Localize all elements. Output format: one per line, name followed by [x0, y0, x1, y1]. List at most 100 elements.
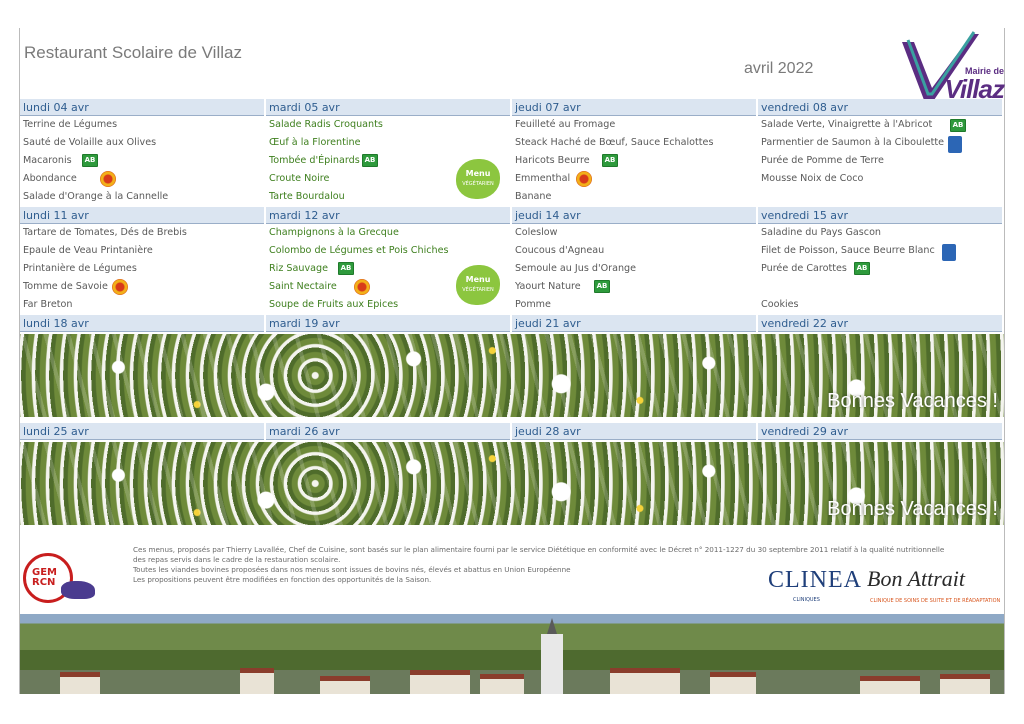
- organic-icon: AB: [854, 262, 870, 275]
- dish: Far Breton: [23, 299, 73, 310]
- dish: Macaronis: [23, 155, 72, 166]
- day-header: mardi 12 avr: [266, 207, 510, 224]
- holiday-message: Bonnes Vacances !: [827, 390, 998, 412]
- veg-title: Menu: [465, 169, 491, 178]
- veg-title: Menu: [465, 275, 491, 284]
- church-shape: [541, 618, 563, 694]
- dish: Steack Haché de Bœuf, Sauce Echalottes: [515, 137, 714, 148]
- cow-icon: [61, 581, 95, 599]
- day-header: vendredi 15 avr: [758, 207, 1002, 224]
- dish: Coleslow: [515, 227, 558, 238]
- dish: Tomme de Savoie: [23, 281, 108, 292]
- veg-sub: VÉGÉTARIEN: [462, 287, 494, 293]
- dish: Haricots Beurre: [515, 155, 590, 166]
- house-shape: [610, 668, 680, 694]
- aop-label-icon: [354, 279, 370, 295]
- day-header: lundi 18 avr: [20, 315, 264, 332]
- dish: Parmentier de Saumon à la Ciboulette: [761, 137, 945, 148]
- day-header: mardi 05 avr: [266, 99, 510, 116]
- dish: Saladine du Pays Gascon: [761, 227, 882, 238]
- legal-notice: Ces menus, proposés par Thierry Lavallée…: [133, 545, 993, 585]
- dish: Tartare de Tomates, Dés de Brebis: [23, 227, 187, 238]
- dish: Colombo de Légumes et Pois Chiches: [269, 245, 449, 256]
- sustainable-fish-icon: [942, 244, 956, 261]
- house-shape: [940, 674, 990, 694]
- page-frame: [19, 28, 1005, 694]
- day-header: jeudi 14 avr: [512, 207, 756, 224]
- dish: Semoule au Jus d'Orange: [515, 263, 637, 274]
- day-header: lundi 25 avr: [20, 423, 264, 440]
- holiday-flower-banner: Bonnes Vacances !: [20, 334, 1004, 417]
- day-header: vendredi 29 avr: [758, 423, 1002, 440]
- dish: Emmenthal: [515, 173, 571, 184]
- organic-icon: AB: [362, 154, 378, 167]
- organic-icon: AB: [602, 154, 618, 167]
- village-photo: [20, 614, 1004, 694]
- organic-icon: AB: [950, 119, 966, 132]
- day-header: jeudi 07 avr: [512, 99, 756, 116]
- vegetarian-menu-icon: Menu VÉGÉTARIEN: [456, 265, 500, 305]
- day-header: mardi 19 avr: [266, 315, 510, 332]
- chateau-subtitle: CLINIQUE DE SOINS DE SUITE ET DE RÉADAPT…: [870, 598, 1001, 604]
- dish: Abondance: [23, 173, 77, 184]
- chateau-bon-attrait-logo: Bon Attrait: [867, 566, 965, 591]
- day-header: lundi 11 avr: [20, 207, 264, 224]
- gem-rcn-logo: GEM RCN: [23, 553, 97, 605]
- villaz-logo-mark: [902, 31, 979, 100]
- logo-small-text: Mairie de: [964, 66, 1004, 76]
- dish: Purée de Carottes: [761, 263, 847, 274]
- sustainable-fish-icon: [948, 136, 962, 153]
- dish: Purée de Pomme de Terre: [761, 155, 884, 166]
- dish: Salade Radis Croquants: [269, 119, 383, 130]
- holiday-message: Bonnes Vacances !: [827, 498, 998, 520]
- dish: Tombée d'Épinards: [269, 155, 360, 166]
- gem-text: GEM RCN: [32, 568, 57, 588]
- house-shape: [410, 670, 470, 694]
- house-shape: [480, 674, 524, 694]
- day-header: vendredi 08 avr: [758, 99, 1002, 116]
- dish: Tarte Bourdalou: [269, 191, 345, 202]
- dish: Soupe de Fruits aux Epices: [269, 299, 399, 310]
- dish: Feuilleté au Fromage: [515, 119, 616, 130]
- week-3-header: lundi 18 avr mardi 19 avr jeudi 21 avr v…: [20, 315, 1004, 332]
- week-1-header: lundi 04 avr mardi 05 avr jeudi 07 avr v…: [20, 99, 1004, 116]
- dish: Salade Verte, Vinaigrette à l'Abricot: [761, 119, 933, 130]
- house-shape: [710, 672, 756, 694]
- aop-label-icon: [112, 279, 128, 295]
- veg-sub: VÉGÉTARIEN: [462, 181, 494, 187]
- week-2-header: lundi 11 avr mardi 12 avr jeudi 14 avr v…: [20, 207, 1004, 224]
- organic-icon: AB: [594, 280, 610, 293]
- dish: Croute Noire: [269, 173, 330, 184]
- dish: Epaule de Veau Printanière: [23, 245, 153, 256]
- dish: Cookies: [761, 299, 799, 310]
- house-shape: [860, 676, 920, 694]
- legal-line: Les propositions peuvent être modifiées …: [133, 575, 432, 584]
- legal-line: des repas servis dans le cadre de la res…: [133, 555, 341, 564]
- dish: Printanière de Légumes: [23, 263, 137, 274]
- week-4-header: lundi 25 avr mardi 26 avr jeudi 28 avr v…: [20, 423, 1004, 440]
- dish: Riz Sauvage: [269, 263, 329, 274]
- dish: Yaourt Nature: [515, 281, 581, 292]
- gem-text-2: RCN: [32, 577, 56, 588]
- house-shape: [240, 668, 274, 694]
- dish: Saint Nectaire: [269, 281, 337, 292]
- holiday-flower-banner: Bonnes Vacances !: [20, 442, 1004, 525]
- day-header: vendredi 22 avr: [758, 315, 1002, 332]
- dish: Coucous d'Agneau: [515, 245, 605, 256]
- dish: Banane: [515, 191, 552, 202]
- day-header: jeudi 28 avr: [512, 423, 756, 440]
- house-shape: [320, 676, 370, 694]
- dish: Terrine de Légumes: [23, 119, 118, 130]
- villaz-logo: Mairie de Villaz: [894, 30, 1006, 106]
- clinea-subtitle: CLINIQUES: [793, 597, 820, 603]
- dish: Mousse Noix de Coco: [761, 173, 864, 184]
- gem-text-1: GEM: [32, 567, 57, 578]
- vegetarian-menu-icon: Menu VÉGÉTARIEN: [456, 159, 500, 199]
- organic-icon: AB: [338, 262, 354, 275]
- organic-icon: AB: [82, 154, 98, 167]
- day-header: jeudi 21 avr: [512, 315, 756, 332]
- legal-line: Toutes les viandes bovines proposées dan…: [133, 565, 571, 574]
- aop-label-icon: [576, 171, 592, 187]
- dish: Champignons à la Grecque: [269, 227, 399, 238]
- month-label: avril 2022: [744, 60, 814, 77]
